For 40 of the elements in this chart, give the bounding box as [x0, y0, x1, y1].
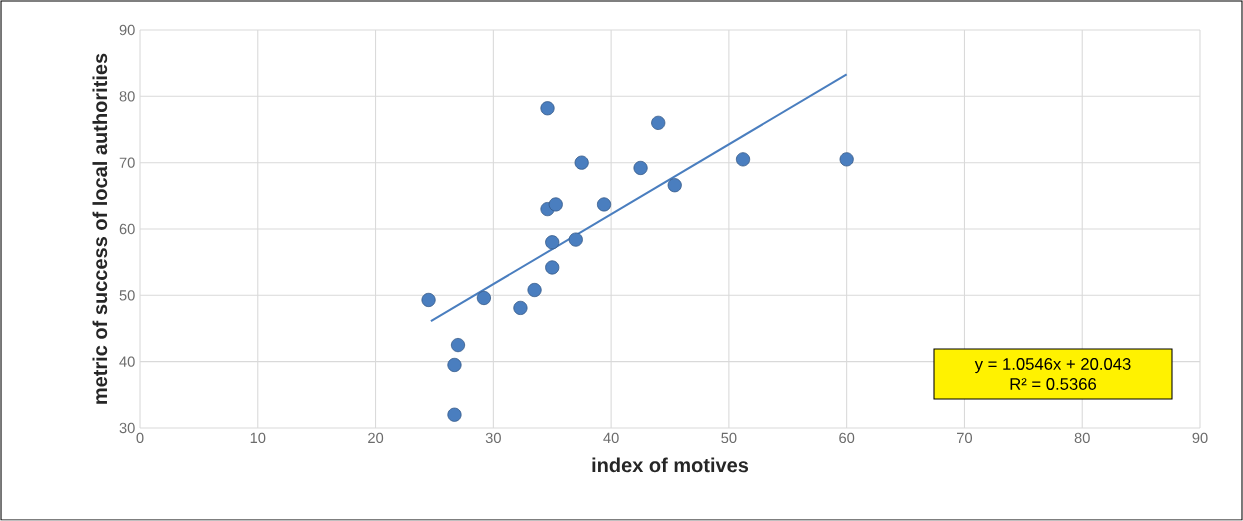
y-tick-label: 60	[119, 223, 135, 235]
y-tick-label: 70	[119, 157, 135, 168]
y-tick-label: 50	[119, 290, 135, 301]
x-tick-label: 80	[1074, 432, 1090, 444]
y-tick-label: 30	[119, 422, 135, 434]
x-tick-label: 30	[485, 432, 501, 444]
y-tick-label: 90	[119, 24, 135, 36]
x-axis-title: index of motives	[592, 457, 749, 473]
point	[540, 101, 555, 116]
point	[735, 152, 751, 167]
point	[596, 197, 612, 212]
point	[548, 197, 563, 212]
x-tick-label: 20	[368, 432, 384, 444]
annotation: y = 1.0546x + 20.043	[974, 358, 1131, 374]
point	[667, 178, 682, 193]
point	[839, 152, 854, 167]
x-tick-label: 50	[721, 432, 737, 444]
x-tick-label: 70	[957, 432, 973, 444]
point	[513, 300, 528, 315]
point	[568, 232, 583, 247]
point	[476, 290, 491, 306]
x-tick-label: 0	[136, 432, 144, 444]
x-tick-label: 60	[839, 432, 855, 444]
x-tick-label: 10	[250, 432, 266, 444]
x-tick-label: 90	[1192, 432, 1208, 444]
point	[447, 357, 462, 373]
y-tick-label: 40	[119, 356, 135, 367]
point	[633, 160, 648, 176]
point	[545, 260, 560, 275]
point	[421, 292, 436, 308]
x-tick-label: 40	[603, 432, 619, 444]
point	[574, 155, 589, 170]
point	[651, 115, 666, 130]
point	[450, 338, 466, 353]
y-axis-title: metric of success of local authorities	[92, 53, 108, 404]
point	[527, 282, 542, 298]
y-tick-label: 80	[119, 91, 135, 102]
point	[545, 235, 560, 250]
annotation: R² = 0.5366	[1010, 378, 1097, 390]
point	[447, 407, 462, 422]
